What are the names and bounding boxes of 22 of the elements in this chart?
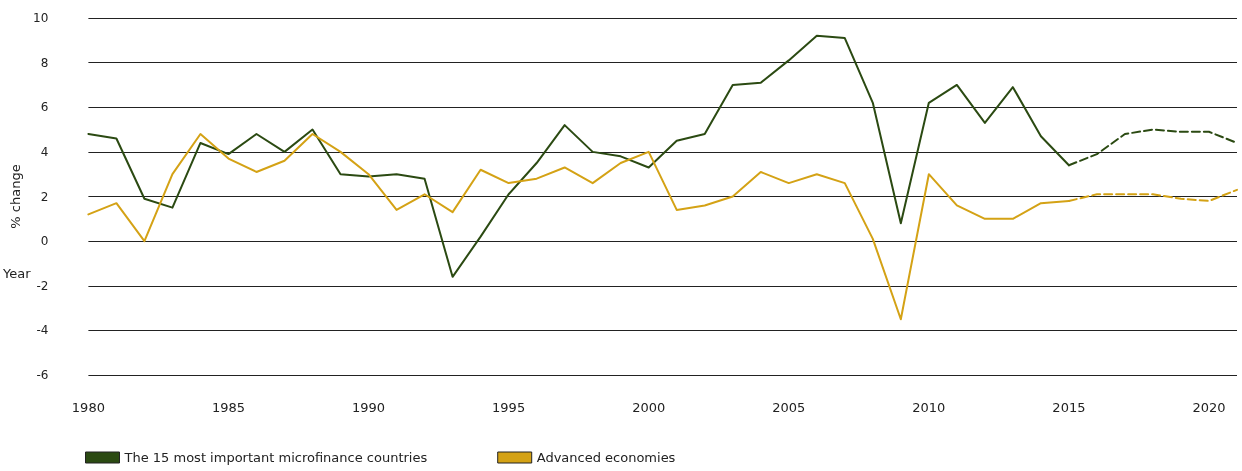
x-tick-label: 2010 (912, 400, 946, 415)
y-tick-label: 8 (40, 55, 49, 70)
x-tick-label: 2020 (1192, 400, 1226, 415)
y-tick-label: -4 (36, 323, 49, 338)
y-tick-label: 10 (33, 11, 49, 25)
x-tick-label: 1980 (71, 400, 105, 415)
x-tick-label: 1990 (351, 400, 386, 415)
x-tick-label: 1985 (211, 400, 246, 415)
legend-label: Advanced economies (536, 450, 676, 465)
x-axis-title: Year (1, 266, 32, 282)
y-tick-label: -6 (36, 368, 49, 382)
x-tick-label: 1995 (492, 400, 526, 415)
x-tick-label: 2015 (1052, 400, 1086, 415)
y-tick-label: 2 (40, 189, 49, 204)
y-tick-label: -2 (36, 278, 49, 293)
y-tick-label: 6 (40, 100, 49, 115)
x-tick-label: 2000 (632, 400, 666, 415)
x-tick-label: 2005 (772, 400, 806, 415)
y-axis-title: % change (8, 164, 24, 229)
y-tick-label: 4 (40, 144, 49, 159)
legend-label: The 15 most important microfinance countries (123, 450, 428, 465)
y-tick-label: 0 (40, 234, 49, 249)
